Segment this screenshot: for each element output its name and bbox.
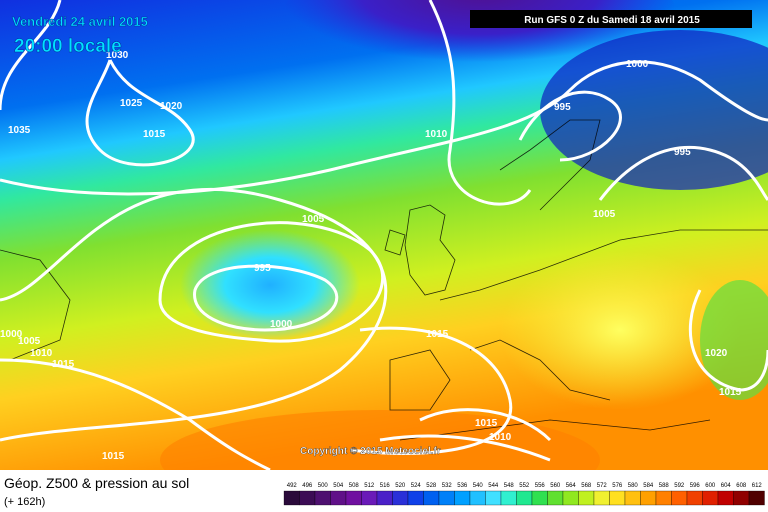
legend-swatch: [485, 490, 502, 506]
isobar-label: 1005: [593, 209, 616, 220]
legend-swatch: [733, 490, 750, 506]
legend-swatch: [717, 490, 734, 506]
legend-swatch: [500, 490, 517, 506]
legend-swatch: [547, 490, 564, 506]
legend-label: 504: [333, 483, 344, 489]
legend-label: 592: [674, 483, 685, 489]
legend-label: 536: [457, 483, 468, 489]
legend-label: 496: [302, 483, 313, 489]
legend-label: 516: [380, 483, 391, 489]
legend-swatch: [299, 490, 316, 506]
legend-swatch: [609, 490, 626, 506]
isobar-label: 1025: [120, 98, 143, 109]
legend-swatch: [686, 490, 703, 506]
isobar-label: 995: [674, 147, 691, 158]
isobar-label: 1000: [270, 319, 293, 330]
legend-swatch: [624, 490, 641, 506]
legend-swatch: [640, 490, 657, 506]
isobar-label: 1005: [302, 214, 325, 225]
copyright: Copyright © 2015 Meteociel.fr: [300, 446, 441, 457]
legend-label: 568: [581, 483, 592, 489]
isobar-label: 1020: [705, 348, 728, 359]
legend-swatch: [423, 490, 440, 506]
legend-label: 580: [628, 483, 639, 489]
legend-label: 508: [349, 483, 360, 489]
isobar-label: 1015: [426, 329, 449, 340]
run-info: Run GFS 0 Z du Samedi 18 avril 2015: [524, 15, 700, 26]
isobar-label: 1015: [102, 451, 125, 462]
legend-label: 560: [550, 483, 561, 489]
footer-title: Géop. Z500 & pression au sol: [4, 475, 189, 491]
legend-label: 500: [318, 483, 329, 489]
legend-label: 576: [612, 483, 623, 489]
legend-label: 596: [690, 483, 701, 489]
legend-label: 532: [442, 483, 453, 489]
legend-label: 572: [597, 483, 608, 489]
legend-swatch: [361, 490, 378, 506]
legend-swatch: [283, 490, 300, 506]
legend-label: 600: [705, 483, 716, 489]
legend-label: 512: [364, 483, 375, 489]
run-box: [470, 10, 752, 28]
legend-label: 524: [411, 483, 422, 489]
legend-label: 604: [721, 483, 732, 489]
isobar-label: 1015: [475, 418, 498, 429]
legend-label: 608: [736, 483, 747, 489]
isobar-label: 1005: [18, 336, 41, 347]
legend-swatch: [671, 490, 688, 506]
legend-swatch: [562, 490, 579, 506]
date: Vendredi 24 avril 2015: [12, 14, 148, 29]
isobar-label: 1015: [52, 359, 75, 370]
time: 20:00 locale: [14, 36, 122, 57]
isobar-label: 995: [254, 263, 271, 274]
legend-label: 540: [473, 483, 484, 489]
legend-label: 584: [643, 483, 654, 489]
isobar-label: 1020: [160, 101, 183, 112]
isobar-label: 995: [554, 102, 571, 113]
legend-swatch: [314, 490, 331, 506]
isobar-label: 1015: [719, 387, 742, 398]
isobar-label: 1010: [30, 348, 53, 359]
legend-swatch: [469, 490, 486, 506]
legend-label: 528: [426, 483, 437, 489]
legend-swatch: [593, 490, 610, 506]
legend-swatch: [330, 490, 347, 506]
isobar-label: 1030: [106, 50, 129, 61]
legend-label: 492: [287, 483, 298, 489]
legend-swatch: [376, 490, 393, 506]
legend-swatch: [578, 490, 595, 506]
legend-swatch: [531, 490, 548, 506]
legend-label: 552: [519, 483, 530, 489]
legend-swatch: [702, 490, 719, 506]
legend-label: 548: [504, 483, 515, 489]
legend-swatch: [748, 490, 765, 506]
legend-swatch: [407, 490, 424, 506]
legend-swatch: [655, 490, 672, 506]
isobar-label: 1000: [0, 329, 23, 340]
legend-swatch: [454, 490, 471, 506]
isobar-label: 1035: [8, 125, 31, 136]
isobar-label: 1015: [143, 129, 166, 140]
isobar-label: 1000: [626, 59, 649, 70]
legend-label: 520: [395, 483, 406, 489]
legend-label: 544: [488, 483, 499, 489]
isobar-label: 1010: [425, 129, 448, 140]
isobar-label: 1010: [489, 432, 512, 443]
legend-swatch: [438, 490, 455, 506]
legend-label: 556: [535, 483, 546, 489]
legend-label: 564: [566, 483, 577, 489]
legend-label: 588: [659, 483, 670, 489]
legend-swatch: [516, 490, 533, 506]
legend-swatch: [345, 490, 362, 506]
legend-label: 612: [752, 483, 763, 489]
legend-swatch: [392, 490, 409, 506]
footer-lead: (+ 162h): [4, 496, 45, 508]
